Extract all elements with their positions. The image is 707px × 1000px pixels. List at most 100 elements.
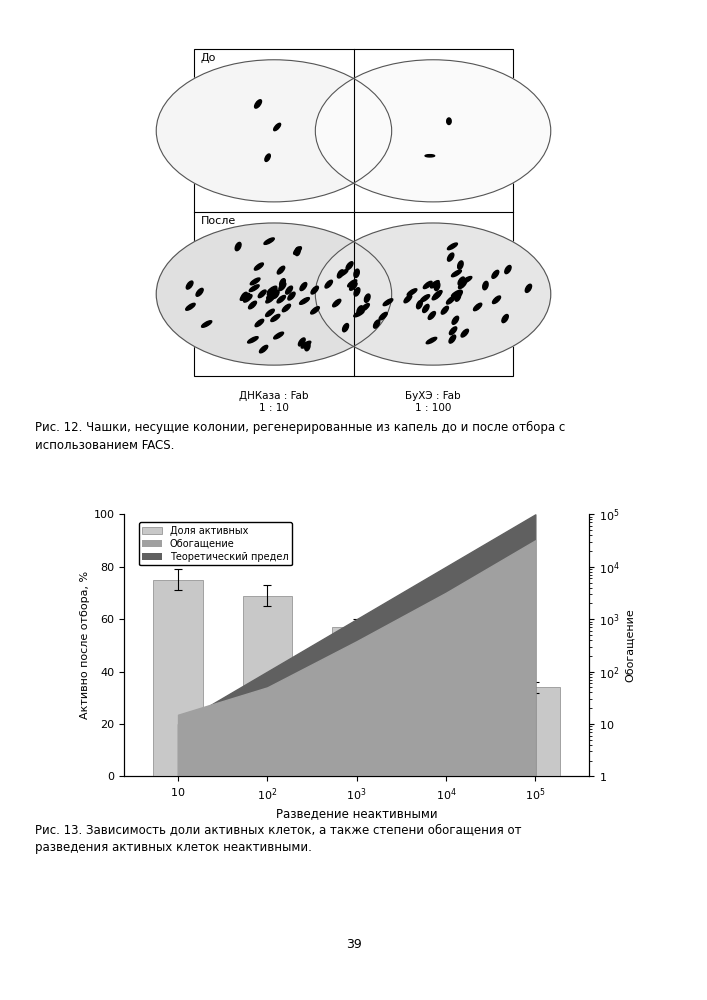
Ellipse shape	[449, 335, 456, 343]
Ellipse shape	[186, 303, 195, 310]
Ellipse shape	[434, 282, 440, 291]
Ellipse shape	[483, 281, 488, 290]
Ellipse shape	[282, 304, 291, 312]
Text: БуХЭ : Fab
1 : 100: БуХЭ : Fab 1 : 100	[405, 391, 461, 413]
Ellipse shape	[379, 312, 387, 320]
Text: 39: 39	[346, 938, 361, 951]
Ellipse shape	[492, 270, 498, 278]
Circle shape	[156, 60, 392, 202]
Ellipse shape	[447, 297, 455, 304]
Ellipse shape	[447, 118, 451, 124]
Ellipse shape	[404, 295, 411, 303]
Ellipse shape	[241, 292, 247, 300]
Ellipse shape	[259, 345, 268, 353]
Ellipse shape	[196, 288, 203, 296]
Ellipse shape	[364, 294, 370, 302]
Ellipse shape	[452, 270, 462, 277]
Ellipse shape	[201, 321, 212, 327]
Ellipse shape	[301, 341, 311, 348]
Text: ДНКаза : Fab
1 : 10: ДНКаза : Fab 1 : 10	[239, 391, 309, 413]
Text: До: До	[201, 53, 216, 63]
Ellipse shape	[346, 262, 353, 270]
Ellipse shape	[273, 290, 279, 298]
Ellipse shape	[421, 295, 430, 302]
Ellipse shape	[249, 301, 257, 309]
Ellipse shape	[502, 315, 508, 323]
Ellipse shape	[441, 306, 448, 314]
Ellipse shape	[455, 293, 461, 301]
Circle shape	[156, 223, 392, 365]
Ellipse shape	[525, 284, 532, 292]
Ellipse shape	[286, 286, 293, 294]
Ellipse shape	[300, 298, 310, 304]
Ellipse shape	[247, 337, 258, 343]
Circle shape	[315, 60, 551, 202]
Circle shape	[315, 223, 551, 365]
Ellipse shape	[505, 265, 511, 274]
Ellipse shape	[269, 287, 277, 295]
Ellipse shape	[279, 283, 286, 290]
Ellipse shape	[337, 270, 344, 278]
Ellipse shape	[240, 293, 250, 300]
Ellipse shape	[277, 266, 285, 274]
Ellipse shape	[373, 320, 380, 328]
Ellipse shape	[383, 299, 393, 306]
Ellipse shape	[293, 247, 301, 254]
Ellipse shape	[461, 329, 469, 337]
Ellipse shape	[288, 292, 295, 300]
Ellipse shape	[255, 100, 262, 108]
Ellipse shape	[357, 306, 363, 314]
Ellipse shape	[235, 242, 241, 251]
Ellipse shape	[264, 238, 274, 244]
Ellipse shape	[271, 314, 280, 322]
Bar	[194, 49, 513, 376]
Ellipse shape	[267, 288, 276, 295]
Ellipse shape	[474, 303, 481, 311]
Ellipse shape	[428, 312, 436, 319]
Text: Рис. 12. Чашки, несущие колонии, регенерированные из капель до и после отбора с
: Рис. 12. Чашки, несущие колонии, регенер…	[35, 421, 566, 452]
Ellipse shape	[311, 286, 318, 294]
Ellipse shape	[274, 123, 281, 131]
Ellipse shape	[250, 285, 259, 292]
Ellipse shape	[267, 292, 277, 299]
Ellipse shape	[425, 155, 435, 157]
Ellipse shape	[354, 269, 359, 278]
Ellipse shape	[305, 342, 310, 351]
Ellipse shape	[448, 253, 454, 261]
Ellipse shape	[457, 261, 463, 269]
Ellipse shape	[426, 337, 437, 344]
Ellipse shape	[279, 279, 286, 287]
Text: После: После	[201, 216, 236, 226]
Ellipse shape	[433, 291, 442, 298]
Ellipse shape	[459, 281, 467, 289]
Ellipse shape	[265, 154, 270, 161]
Text: Рис. 13. Зависимость доли активных клеток, а также степени обогащения от
разведе: Рис. 13. Зависимость доли активных клето…	[35, 823, 522, 854]
Ellipse shape	[325, 280, 332, 288]
Ellipse shape	[338, 270, 348, 276]
Ellipse shape	[333, 299, 341, 307]
Ellipse shape	[452, 316, 459, 324]
Ellipse shape	[462, 277, 472, 283]
Ellipse shape	[361, 304, 369, 311]
Ellipse shape	[298, 338, 305, 346]
Ellipse shape	[266, 309, 274, 317]
Ellipse shape	[431, 281, 439, 288]
Ellipse shape	[348, 280, 357, 287]
Ellipse shape	[267, 292, 276, 299]
Ellipse shape	[416, 300, 422, 309]
Ellipse shape	[354, 310, 364, 317]
Ellipse shape	[448, 243, 457, 250]
Ellipse shape	[255, 263, 264, 270]
Ellipse shape	[266, 296, 274, 303]
Ellipse shape	[349, 282, 357, 290]
Ellipse shape	[493, 296, 501, 304]
Ellipse shape	[274, 332, 284, 339]
Ellipse shape	[450, 327, 457, 335]
Ellipse shape	[354, 288, 360, 296]
Ellipse shape	[258, 290, 266, 298]
Ellipse shape	[455, 291, 462, 298]
Ellipse shape	[407, 289, 417, 296]
Ellipse shape	[250, 278, 260, 285]
Ellipse shape	[295, 247, 300, 256]
Ellipse shape	[452, 290, 462, 297]
